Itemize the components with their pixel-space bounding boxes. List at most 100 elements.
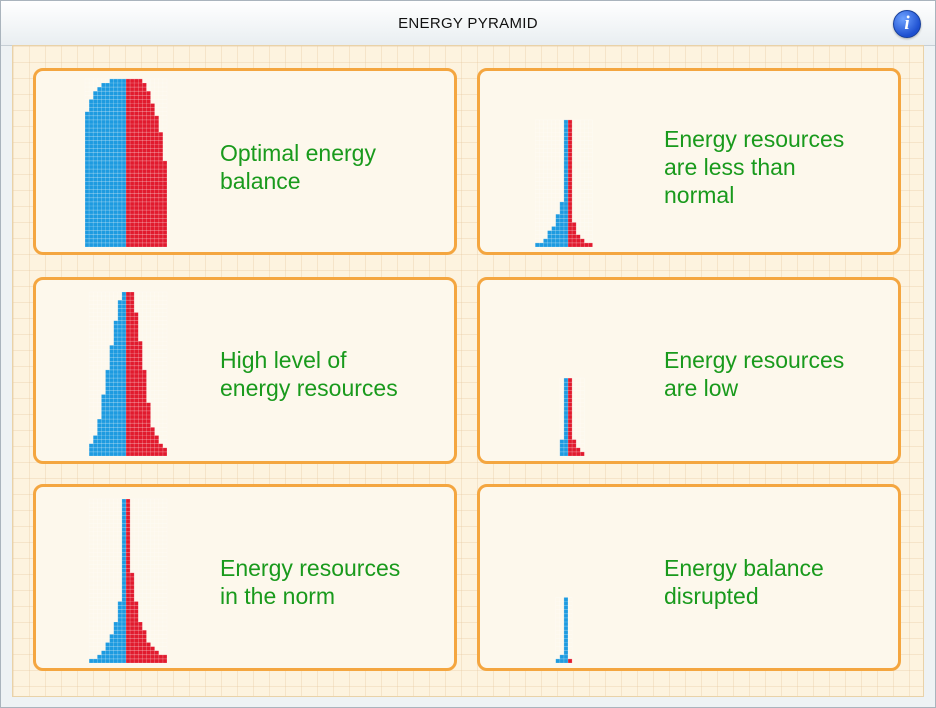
pyramid-bar-right (568, 140, 573, 145)
pyramid-bar-right (126, 613, 139, 618)
pyramid-bar-left (563, 646, 568, 651)
pyramid-bar-right (126, 552, 131, 557)
pyramid-bar-left (85, 242, 126, 247)
pyramid-bar-right (126, 292, 135, 297)
pyramid-bar-left (113, 341, 126, 346)
pyramid-chart (88, 498, 168, 664)
pyramid-bar-left (563, 410, 568, 415)
pyramid-bar-right (568, 402, 573, 407)
pyramid-bar-right (126, 398, 147, 403)
pyramid-cell-grid (88, 498, 168, 664)
pyramid-bar-left (105, 642, 126, 647)
pyramid-bar-left (97, 423, 126, 428)
pyramid-bar-right (126, 605, 139, 610)
pyramid-bar-right (568, 210, 573, 215)
pyramid-bar-right (126, 341, 143, 346)
pyramid-bar-right (126, 589, 135, 594)
pyramid-bar-left (551, 226, 568, 231)
pyramid-bar-right (126, 193, 167, 198)
pyramid-bar-right (126, 111, 155, 116)
pyramid-bar-left (113, 320, 126, 325)
pyramid-bar-right (126, 650, 159, 655)
pyramid-bar-right (126, 531, 131, 536)
pyramid-bar-left (101, 83, 126, 88)
pyramid-bar-right (126, 296, 135, 301)
pyramid-bar-left (85, 156, 126, 161)
pyramid-bar-right (568, 394, 573, 399)
pyramid-bar-right (568, 378, 573, 383)
pyramid-bar-right (568, 132, 573, 137)
pyramid-bar-left (97, 431, 126, 436)
card-label: Optimal energy balance (220, 139, 376, 195)
pyramid-chart (555, 597, 573, 664)
pyramid-bar-left (563, 132, 568, 137)
pyramid-bar-left (563, 152, 568, 157)
pyramid-bar-right (568, 398, 573, 403)
pyramid-bar-right (126, 568, 131, 573)
pyramid-bar-right (568, 189, 573, 194)
pyramid-bar-left (105, 646, 126, 651)
pyramid-bar-right (126, 107, 155, 112)
pyramid-bar-left (121, 519, 126, 524)
card-label: Energy resources are low (664, 346, 844, 402)
pyramid-bar-right (126, 312, 139, 317)
pyramid-bar-left (563, 165, 568, 170)
label-line: in the norm (220, 583, 336, 609)
pyramid-cell-grid (534, 119, 593, 248)
window-title: ENERGY PYRAMID (398, 15, 538, 32)
pyramid-bar-right (568, 148, 573, 153)
pyramid-bar-left (535, 242, 568, 247)
pyramid-bar-left (563, 630, 568, 635)
pyramid-bar-left (563, 609, 568, 614)
pyramid-bar-right (126, 300, 135, 305)
pyramid-bar-left (117, 617, 126, 622)
pyramid-bar-left (121, 503, 126, 508)
pyramid-bar-right (126, 136, 163, 141)
pyramid-bar-left (117, 300, 126, 305)
pyramid-bar-right (126, 206, 167, 211)
pyramid-bar-left (85, 238, 126, 243)
pyramid-bar-right (126, 564, 131, 569)
pyramid-bar-left (109, 78, 126, 83)
label-line: Energy resources (664, 126, 845, 152)
pyramid-bar-left (117, 609, 126, 614)
pyramid-bar-left (121, 523, 126, 528)
pyramid-bar-right (126, 572, 135, 577)
pyramid-bar-right (568, 419, 573, 424)
pyramid-bar-left (121, 531, 126, 536)
pyramid-bar-right (126, 638, 147, 643)
pyramid-bar-left (121, 552, 126, 557)
pyramid-bar-left (105, 386, 126, 391)
pyramid-bar-left (121, 581, 126, 586)
pyramid-bar-left (563, 156, 568, 161)
card-energy-low: Energy resources are low (477, 277, 901, 464)
pyramid-bar-right (568, 435, 573, 440)
pyramid-bar-right (126, 451, 167, 456)
pyramid-bar-right (568, 160, 573, 165)
pyramid-bar-left (117, 316, 126, 321)
pyramid-bar-left (109, 365, 126, 370)
pyramid-bar-left (563, 601, 568, 606)
label-line: High level of (220, 347, 347, 373)
pyramid-bar-left (563, 650, 568, 655)
pyramid-bar-right (126, 439, 159, 444)
pyramid-bar-left (85, 165, 126, 170)
pyramid-bar-left (89, 443, 126, 448)
pyramid-bar-left (563, 148, 568, 153)
pyramid-bar-right (126, 365, 143, 370)
label-line: Energy resources (664, 347, 845, 373)
pyramid-bar-left (559, 210, 568, 215)
pyramid-bar-left (113, 333, 126, 338)
info-icon[interactable]: i (893, 10, 921, 38)
pyramid-bar-left (121, 292, 126, 297)
pyramid-bar-right (568, 181, 573, 186)
pyramid-bar-right (126, 304, 135, 309)
pyramid-bar-left (117, 605, 126, 610)
pyramid-bar-left (563, 181, 568, 186)
pyramid-bar-left (563, 402, 568, 407)
pyramid-bar-right (568, 415, 573, 420)
pyramid-bar-left (543, 238, 568, 243)
pyramid-bar-left (563, 128, 568, 133)
pyramid-bar-left (105, 369, 126, 374)
pyramid-cell-grid (88, 291, 168, 457)
